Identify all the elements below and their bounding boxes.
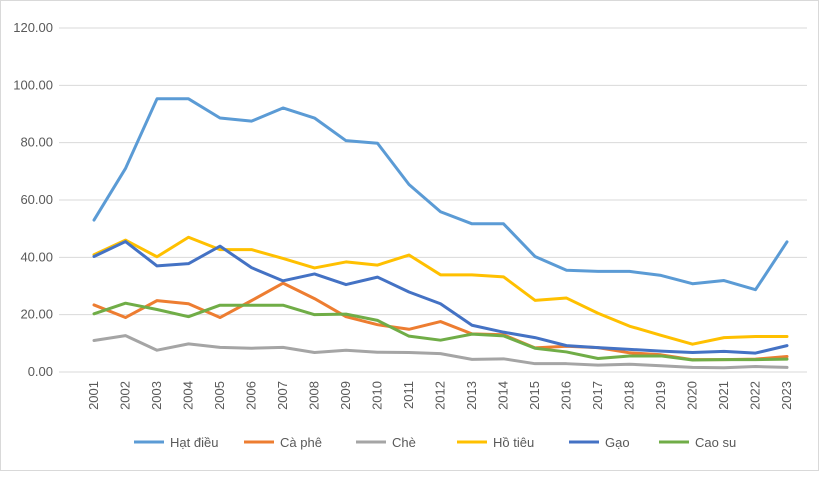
x-tick-label: 2018 [622,381,637,410]
y-tick-label: 0.00 [28,364,53,379]
series-line-0 [92,97,789,292]
legend-label: Cao su [695,435,736,450]
x-tick-label: 2017 [590,381,605,410]
legend-label: Hồ tiêu [493,435,534,450]
series-line-3 [92,235,789,346]
y-tick-label: 80.00 [20,135,53,150]
x-tick-label: 2011 [401,381,416,409]
x-tick-label: 2001 [86,381,101,410]
x-tick-label: 2009 [338,381,353,410]
x-tick-label: 2003 [149,381,164,410]
x-tick-label: 2005 [212,381,227,410]
legend-label: Gạo [605,435,630,450]
x-tick-label: 2012 [433,381,448,410]
series-line-2 [92,334,789,370]
x-tick-label: 2019 [653,381,668,410]
x-tick-label: 2016 [559,381,574,410]
legend-label: Cà phê [280,435,322,450]
x-tick-label: 2014 [496,381,511,410]
legend-label: Hạt điều [170,435,218,450]
y-tick-label: 60.00 [20,192,53,207]
x-tick-label: 2004 [181,381,196,410]
series-line-5 [92,301,789,362]
x-tick-label: 2021 [716,381,731,410]
legend-label: Chè [392,435,416,450]
x-tick-label: 2023 [779,381,794,410]
x-tick-label: 2006 [244,381,259,410]
x-tick-label: 2013 [464,381,479,410]
y-tick-label: 120.00 [13,20,53,35]
x-tick-label: 2020 [685,381,700,410]
x-tick-label: 2002 [118,381,133,410]
x-tick-label: 2010 [370,381,385,410]
x-tick-label: 2022 [748,381,763,410]
series-line-4 [92,240,789,355]
y-tick-label: 20.00 [20,307,53,322]
x-tick-label: 2008 [307,381,322,410]
x-tick-label: 2007 [275,381,290,410]
y-tick-label: 40.00 [20,249,53,264]
y-tick-label: 100.00 [13,77,53,92]
x-tick-label: 2015 [527,381,542,410]
